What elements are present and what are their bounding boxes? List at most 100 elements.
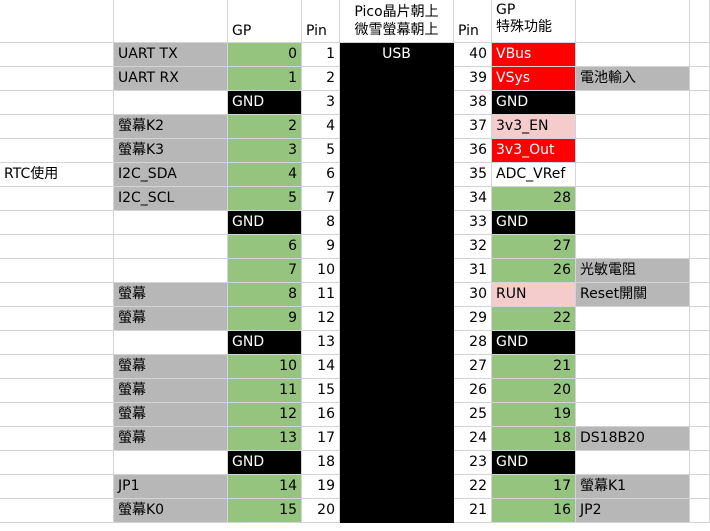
left-gp-cell[interactable]: 7 xyxy=(228,259,302,283)
empty-cell[interactable] xyxy=(690,475,710,499)
left-pin-number[interactable]: 8 xyxy=(302,211,340,235)
right-function-label[interactable]: 螢幕K1 xyxy=(576,475,690,499)
right-pin-number[interactable]: 39 xyxy=(454,67,492,91)
left-pin-number[interactable]: 13 xyxy=(302,331,340,355)
empty-cell[interactable] xyxy=(0,403,114,427)
empty-cell[interactable] xyxy=(690,139,710,163)
empty-cell[interactable] xyxy=(576,235,690,259)
empty-cell[interactable] xyxy=(0,43,114,67)
left-gp-cell[interactable]: 12 xyxy=(228,403,302,427)
right-pin-number[interactable]: 25 xyxy=(454,403,492,427)
left-pin-number[interactable]: 2 xyxy=(302,67,340,91)
empty-cell[interactable] xyxy=(576,211,690,235)
header-chip-orientation[interactable]: Pico晶片朝上 微雪螢幕朝上 xyxy=(340,0,454,43)
left-pin-number[interactable]: 3 xyxy=(302,91,340,115)
right-gp-cell[interactable]: 20 xyxy=(492,379,576,403)
right-gp-cell[interactable]: 21 xyxy=(492,355,576,379)
right-pin-number[interactable]: 23 xyxy=(454,451,492,475)
left-gp-cell[interactable]: 13 xyxy=(228,427,302,451)
left-function-label[interactable]: 螢幕 xyxy=(114,379,228,403)
left-gp-cell[interactable]: 9 xyxy=(228,307,302,331)
empty-cell[interactable] xyxy=(114,235,228,259)
left-gp-cell[interactable]: 11 xyxy=(228,379,302,403)
pico-chip-body[interactable]: USB xyxy=(340,43,454,523)
empty-cell[interactable] xyxy=(576,403,690,427)
empty-cell[interactable] xyxy=(690,163,710,187)
right-pin-number[interactable]: 38 xyxy=(454,91,492,115)
left-pin-number[interactable]: 16 xyxy=(302,403,340,427)
left-pin-number[interactable]: 15 xyxy=(302,379,340,403)
empty-cell[interactable] xyxy=(0,139,114,163)
left-gp-cell[interactable]: 4 xyxy=(228,163,302,187)
left-pin-number[interactable]: 7 xyxy=(302,187,340,211)
right-pin-number[interactable]: 34 xyxy=(454,187,492,211)
left-pin-number[interactable]: 6 xyxy=(302,163,340,187)
empty-cell[interactable] xyxy=(114,331,228,355)
left-pin-number[interactable]: 18 xyxy=(302,451,340,475)
right-function-label[interactable]: DS18B20 xyxy=(576,427,690,451)
empty-cell[interactable] xyxy=(0,211,114,235)
right-gp-cell[interactable]: 28 xyxy=(492,187,576,211)
empty-cell[interactable] xyxy=(576,43,690,67)
left-function-label[interactable]: UART RX xyxy=(114,67,228,91)
empty-cell[interactable] xyxy=(690,403,710,427)
empty-cell[interactable] xyxy=(0,283,114,307)
left-function-label[interactable]: JP1 xyxy=(114,475,228,499)
left-gp-cell[interactable]: 15 xyxy=(228,499,302,523)
left-pin-number[interactable]: 9 xyxy=(302,235,340,259)
left-pin-number[interactable]: 11 xyxy=(302,283,340,307)
empty-cell[interactable] xyxy=(114,451,228,475)
right-gp-cell[interactable]: GND xyxy=(492,211,576,235)
right-pin-number[interactable]: 36 xyxy=(454,139,492,163)
empty-cell[interactable] xyxy=(0,331,114,355)
right-gp-cell[interactable]: 3v3_EN xyxy=(492,115,576,139)
left-pin-number[interactable]: 10 xyxy=(302,259,340,283)
right-pin-number[interactable]: 26 xyxy=(454,379,492,403)
empty-cell[interactable] xyxy=(576,331,690,355)
left-gp-cell[interactable]: GND xyxy=(228,331,302,355)
left-gp-cell[interactable]: GND xyxy=(228,211,302,235)
left-gp-cell[interactable]: 6 xyxy=(228,235,302,259)
empty-cell[interactable] xyxy=(576,187,690,211)
header-pin-right[interactable]: Pin xyxy=(454,0,492,43)
empty-cell[interactable] xyxy=(114,211,228,235)
left-gp-cell[interactable]: 0 xyxy=(228,43,302,67)
left-function-label[interactable]: 螢幕 xyxy=(114,427,228,451)
left-pin-number[interactable]: 17 xyxy=(302,427,340,451)
empty-cell[interactable] xyxy=(0,235,114,259)
left-gp-cell[interactable]: 8 xyxy=(228,283,302,307)
right-gp-cell[interactable]: ADC_VRef xyxy=(492,163,576,187)
empty-cell[interactable] xyxy=(576,355,690,379)
empty-cell[interactable] xyxy=(0,187,114,211)
empty-cell[interactable] xyxy=(0,259,114,283)
right-gp-cell[interactable]: VSys xyxy=(492,67,576,91)
left-gp-cell[interactable]: 3 xyxy=(228,139,302,163)
right-pin-number[interactable]: 27 xyxy=(454,355,492,379)
header-empty-note[interactable] xyxy=(0,0,114,43)
empty-cell[interactable] xyxy=(0,307,114,331)
empty-cell[interactable] xyxy=(576,307,690,331)
empty-cell[interactable] xyxy=(0,115,114,139)
right-gp-cell[interactable]: 16 xyxy=(492,499,576,523)
empty-cell[interactable] xyxy=(114,91,228,115)
right-pin-number[interactable]: 40 xyxy=(454,43,492,67)
empty-cell[interactable] xyxy=(0,451,114,475)
header-empty-right-func[interactable] xyxy=(576,0,690,43)
right-function-label[interactable]: JP2 xyxy=(576,499,690,523)
right-gp-cell[interactable]: VBus xyxy=(492,43,576,67)
header-gp-right[interactable]: GP 特殊功能 xyxy=(492,0,576,43)
empty-cell[interactable] xyxy=(690,283,710,307)
empty-cell[interactable] xyxy=(690,355,710,379)
left-function-label[interactable]: 螢幕K2 xyxy=(114,115,228,139)
left-pin-number[interactable]: 4 xyxy=(302,115,340,139)
right-gp-cell[interactable]: 26 xyxy=(492,259,576,283)
right-pin-number[interactable]: 31 xyxy=(454,259,492,283)
empty-cell[interactable] xyxy=(690,235,710,259)
left-gp-cell[interactable]: GND xyxy=(228,451,302,475)
right-function-label[interactable]: 電池輸入 xyxy=(576,67,690,91)
left-function-label[interactable]: I2C_SDA xyxy=(114,163,228,187)
left-gp-cell[interactable]: 10 xyxy=(228,355,302,379)
right-function-label[interactable]: Reset開關 xyxy=(576,283,690,307)
empty-cell[interactable] xyxy=(0,379,114,403)
left-function-label[interactable]: 螢幕 xyxy=(114,307,228,331)
